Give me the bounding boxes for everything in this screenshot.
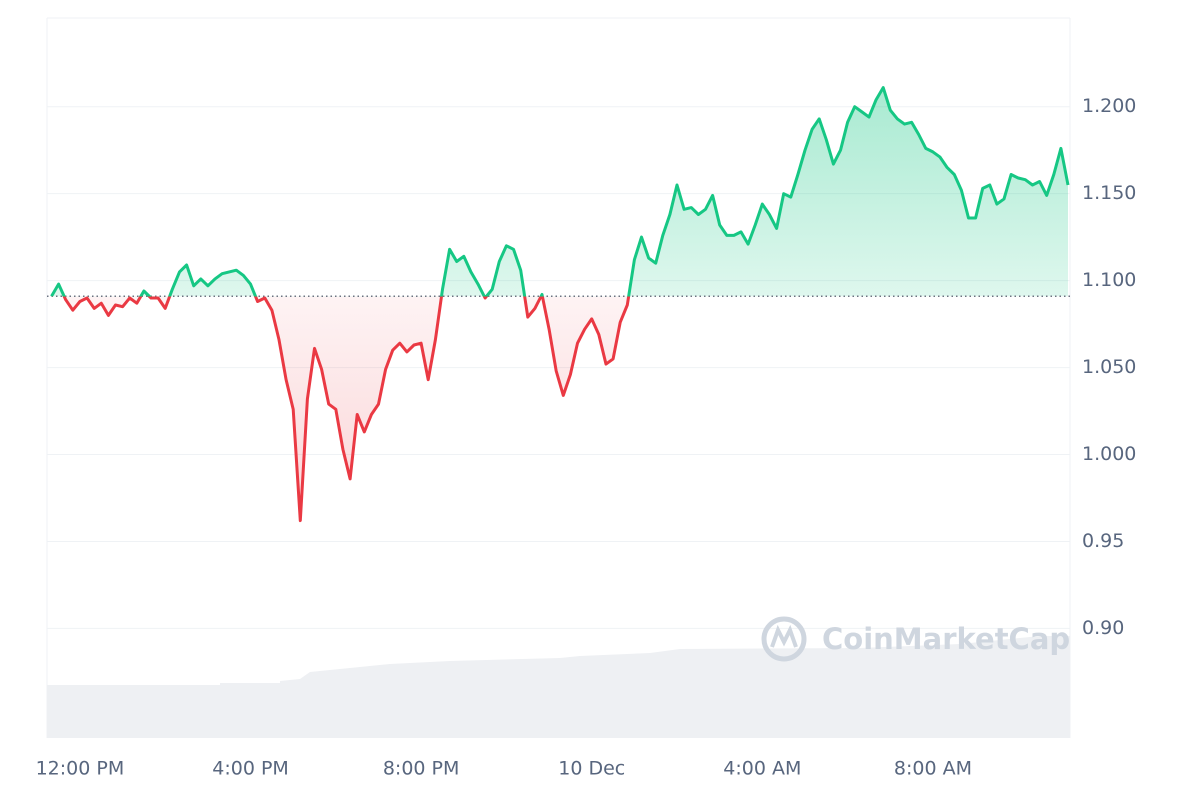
y-tick-label: 1.150 [1082, 182, 1136, 204]
y-tick-label: 0.90 [1082, 617, 1124, 639]
y-tick-label: 1.000 [1082, 443, 1136, 465]
watermark-text: CoinMarketCap [822, 622, 1070, 656]
x-tick-label: 8:00 AM [894, 758, 972, 780]
price-line [50, 86, 1070, 523]
plot [47, 86, 1070, 523]
x-tick-label: 4:00 PM [212, 758, 289, 780]
area-fill [51, 87, 1068, 521]
watermark: CoinMarketCap [761, 616, 1070, 662]
y-tick-label: 1.100 [1082, 269, 1136, 291]
y-tick-label: 1.200 [1082, 95, 1136, 117]
watermark-logo [770, 624, 798, 648]
watermark-logo [761, 616, 807, 662]
y-tick-label: 1.050 [1082, 356, 1136, 378]
x-tick-label: 12:00 PM [36, 758, 125, 780]
volume-area [47, 636, 1070, 738]
x-tick-label: 4:00 AM [723, 758, 801, 780]
y-tick-label: 0.95 [1082, 530, 1124, 552]
x-tick-label: 8:00 PM [383, 758, 460, 780]
x-tick-label: 10 Dec [558, 758, 625, 780]
